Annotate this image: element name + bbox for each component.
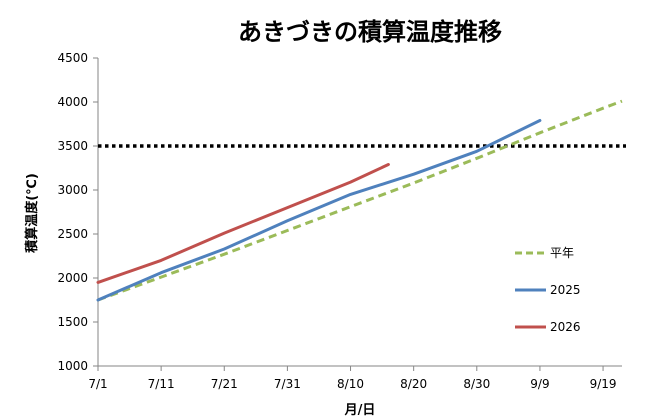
y-tick-label: 1000 — [57, 359, 88, 373]
y-tick-label: 2000 — [57, 271, 88, 285]
x-tick-label: 9/9 — [530, 377, 549, 391]
y-tick-label: 1500 — [57, 315, 88, 329]
x-axis-label: 月/日 — [344, 403, 376, 418]
x-tick-label: 8/10 — [337, 377, 364, 391]
x-axis-ticks: 7/1 7/11 7/21 7/31 8/10 8/20 8/30 9/9 9/19 — [88, 366, 617, 391]
series-line-平年 — [97, 99, 623, 302]
legend-label-2026: 2026 — [550, 320, 581, 334]
legend-label-2025: 2025 — [550, 283, 581, 297]
x-tick-label: 9/19 — [590, 377, 617, 391]
series-line-2025 — [96, 119, 542, 302]
x-tick-label: 7/21 — [211, 377, 238, 391]
legend: 平年 2025 2026 — [515, 246, 581, 334]
legend-label-平年: 平年 — [550, 246, 574, 260]
x-tick-label: 7/31 — [274, 377, 301, 391]
y-axis-ticks: 1000 1500 2000 2500 3000 3500 4000 4500 — [57, 51, 98, 373]
y-axis-label: 積算温度(℃) — [24, 173, 40, 254]
x-tick-label: 8/30 — [463, 377, 490, 391]
x-tick-label: 8/20 — [400, 377, 427, 391]
y-tick-label: 3500 — [57, 139, 88, 153]
x-tick-label: 7/1 — [88, 377, 107, 391]
series-group — [96, 99, 623, 302]
y-tick-label: 2500 — [57, 227, 88, 241]
chart-title: あきづきの積算温度推移 — [238, 18, 502, 46]
series-line-2026 — [96, 163, 390, 284]
y-tick-label: 3000 — [57, 183, 88, 197]
axes — [97, 58, 622, 367]
x-tick-label: 7/11 — [148, 377, 175, 391]
y-tick-label: 4000 — [57, 95, 88, 109]
y-tick-label: 4500 — [57, 51, 88, 65]
